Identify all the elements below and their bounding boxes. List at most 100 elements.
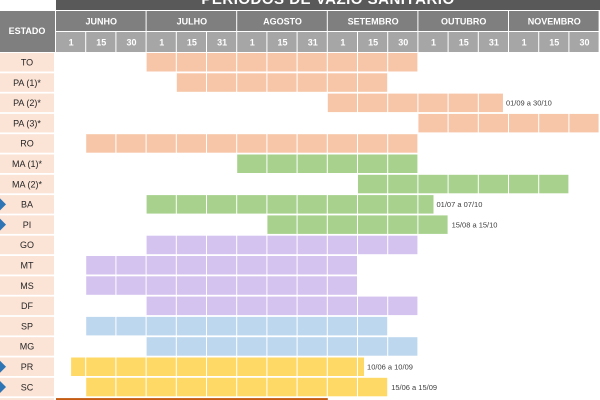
state-label: MS [20,281,34,291]
period-bar-segment [358,93,388,113]
period-bar-segment [176,337,206,356]
period-bar-segment [146,195,176,214]
period-bar-segment [207,316,237,336]
day-header [267,32,297,52]
period-bar-segment [297,53,327,72]
period-bar-segment [267,134,297,153]
period-bar-segment [327,195,357,214]
period-bar-segment [418,215,448,234]
period-bar-segment [86,134,116,153]
state-cell [0,174,54,194]
state-label: BA [21,200,33,210]
day-header [509,32,539,52]
period-note: 01/09 a 30/10 [506,99,552,108]
period-bar-segment [237,296,267,316]
period-bar-segment [237,195,267,214]
period-bar-segment [358,53,388,72]
state-label: PA (2)* [13,98,41,108]
state-label: MA (1)* [12,159,43,169]
period-bar-segment [146,235,176,255]
state-cell [0,296,54,316]
state-label: GO [20,240,34,250]
day-header [388,32,418,52]
state-label: SC [21,382,34,392]
period-bar-segment [176,235,206,255]
day-tick-label: 1 [340,38,345,48]
period-bar-segment [358,377,388,397]
day-tick-label: 15 [187,38,197,48]
period-bar-segment [358,235,388,255]
period-bar-segment [207,195,237,214]
day-header [176,32,206,52]
period-bar-segment [327,53,357,72]
period-bar-segment [358,134,388,153]
day-header [207,32,237,52]
period-bar-segment [86,256,116,275]
day-header [86,32,116,52]
period-bar-segment [116,316,146,336]
period-bar-segment [297,357,327,376]
period-bar-segment [297,377,327,397]
period-bar-segment [297,276,327,295]
period-note: 01/07 a 07/10 [437,200,483,209]
period-bar-segment [297,154,327,173]
period-note: 10/06 a 10/09 [367,363,413,372]
period-bar-segment [478,174,508,194]
day-tick-label: 15 [368,38,378,48]
period-bar-segment [146,53,176,72]
period-bar-segment [146,357,176,376]
marker-diamond-icon [0,360,6,373]
day-tick-label: 30 [579,38,589,48]
period-bar-segment [146,377,176,397]
period-bar-segment [388,296,418,316]
period-bar-segment [297,73,327,92]
period-bar-segment [207,134,237,153]
period-bar-segment [358,154,388,173]
period-bar-segment [448,93,478,113]
day-tick-label: 15 [549,38,559,48]
period-bar-segment [267,357,297,376]
period-bar-segment [267,73,297,92]
state-cell [0,276,54,295]
period-bar-segment [207,296,237,316]
period-bar-segment [327,134,357,153]
state-cell [0,154,54,173]
period-bar-segment [267,235,297,255]
state-cell [0,377,54,397]
period-bar-segment [207,235,237,255]
day-tick-label: 31 [217,38,227,48]
state-cell [0,53,54,72]
period-bar-segment [237,134,267,153]
period-bar-segment [176,53,206,72]
period-bar-segment [237,235,267,255]
period-bar-segment [297,215,327,234]
day-tick-label: 31 [308,38,318,48]
period-bar-segment [86,276,116,295]
period-bar-segment [418,113,448,133]
period-bar-segment [448,113,478,133]
month-header [146,11,237,31]
period-bar-segment [237,276,267,295]
month-header [237,11,327,31]
state-cell [0,113,54,133]
period-bar-segment [418,174,448,194]
period-bar-segment [146,337,176,356]
period-bar-segment [207,357,237,376]
day-header [56,32,86,52]
period-bar-segment [207,256,237,275]
period-bar-segment [388,337,418,356]
state-cell-partial [0,398,54,400]
period-bar-segment [388,235,418,255]
period-bar-segment [116,357,146,376]
day-tick-label: 1 [522,38,527,48]
period-bar-segment [146,276,176,295]
state-label: SP [21,321,33,331]
period-bar-segment [86,316,116,336]
estado-header [0,11,55,52]
period-bar-segment [267,256,297,275]
period-bar-segment [388,215,418,234]
period-bar-segment [327,316,357,336]
period-bar-segment [267,195,297,214]
period-bar-segment [327,73,357,92]
